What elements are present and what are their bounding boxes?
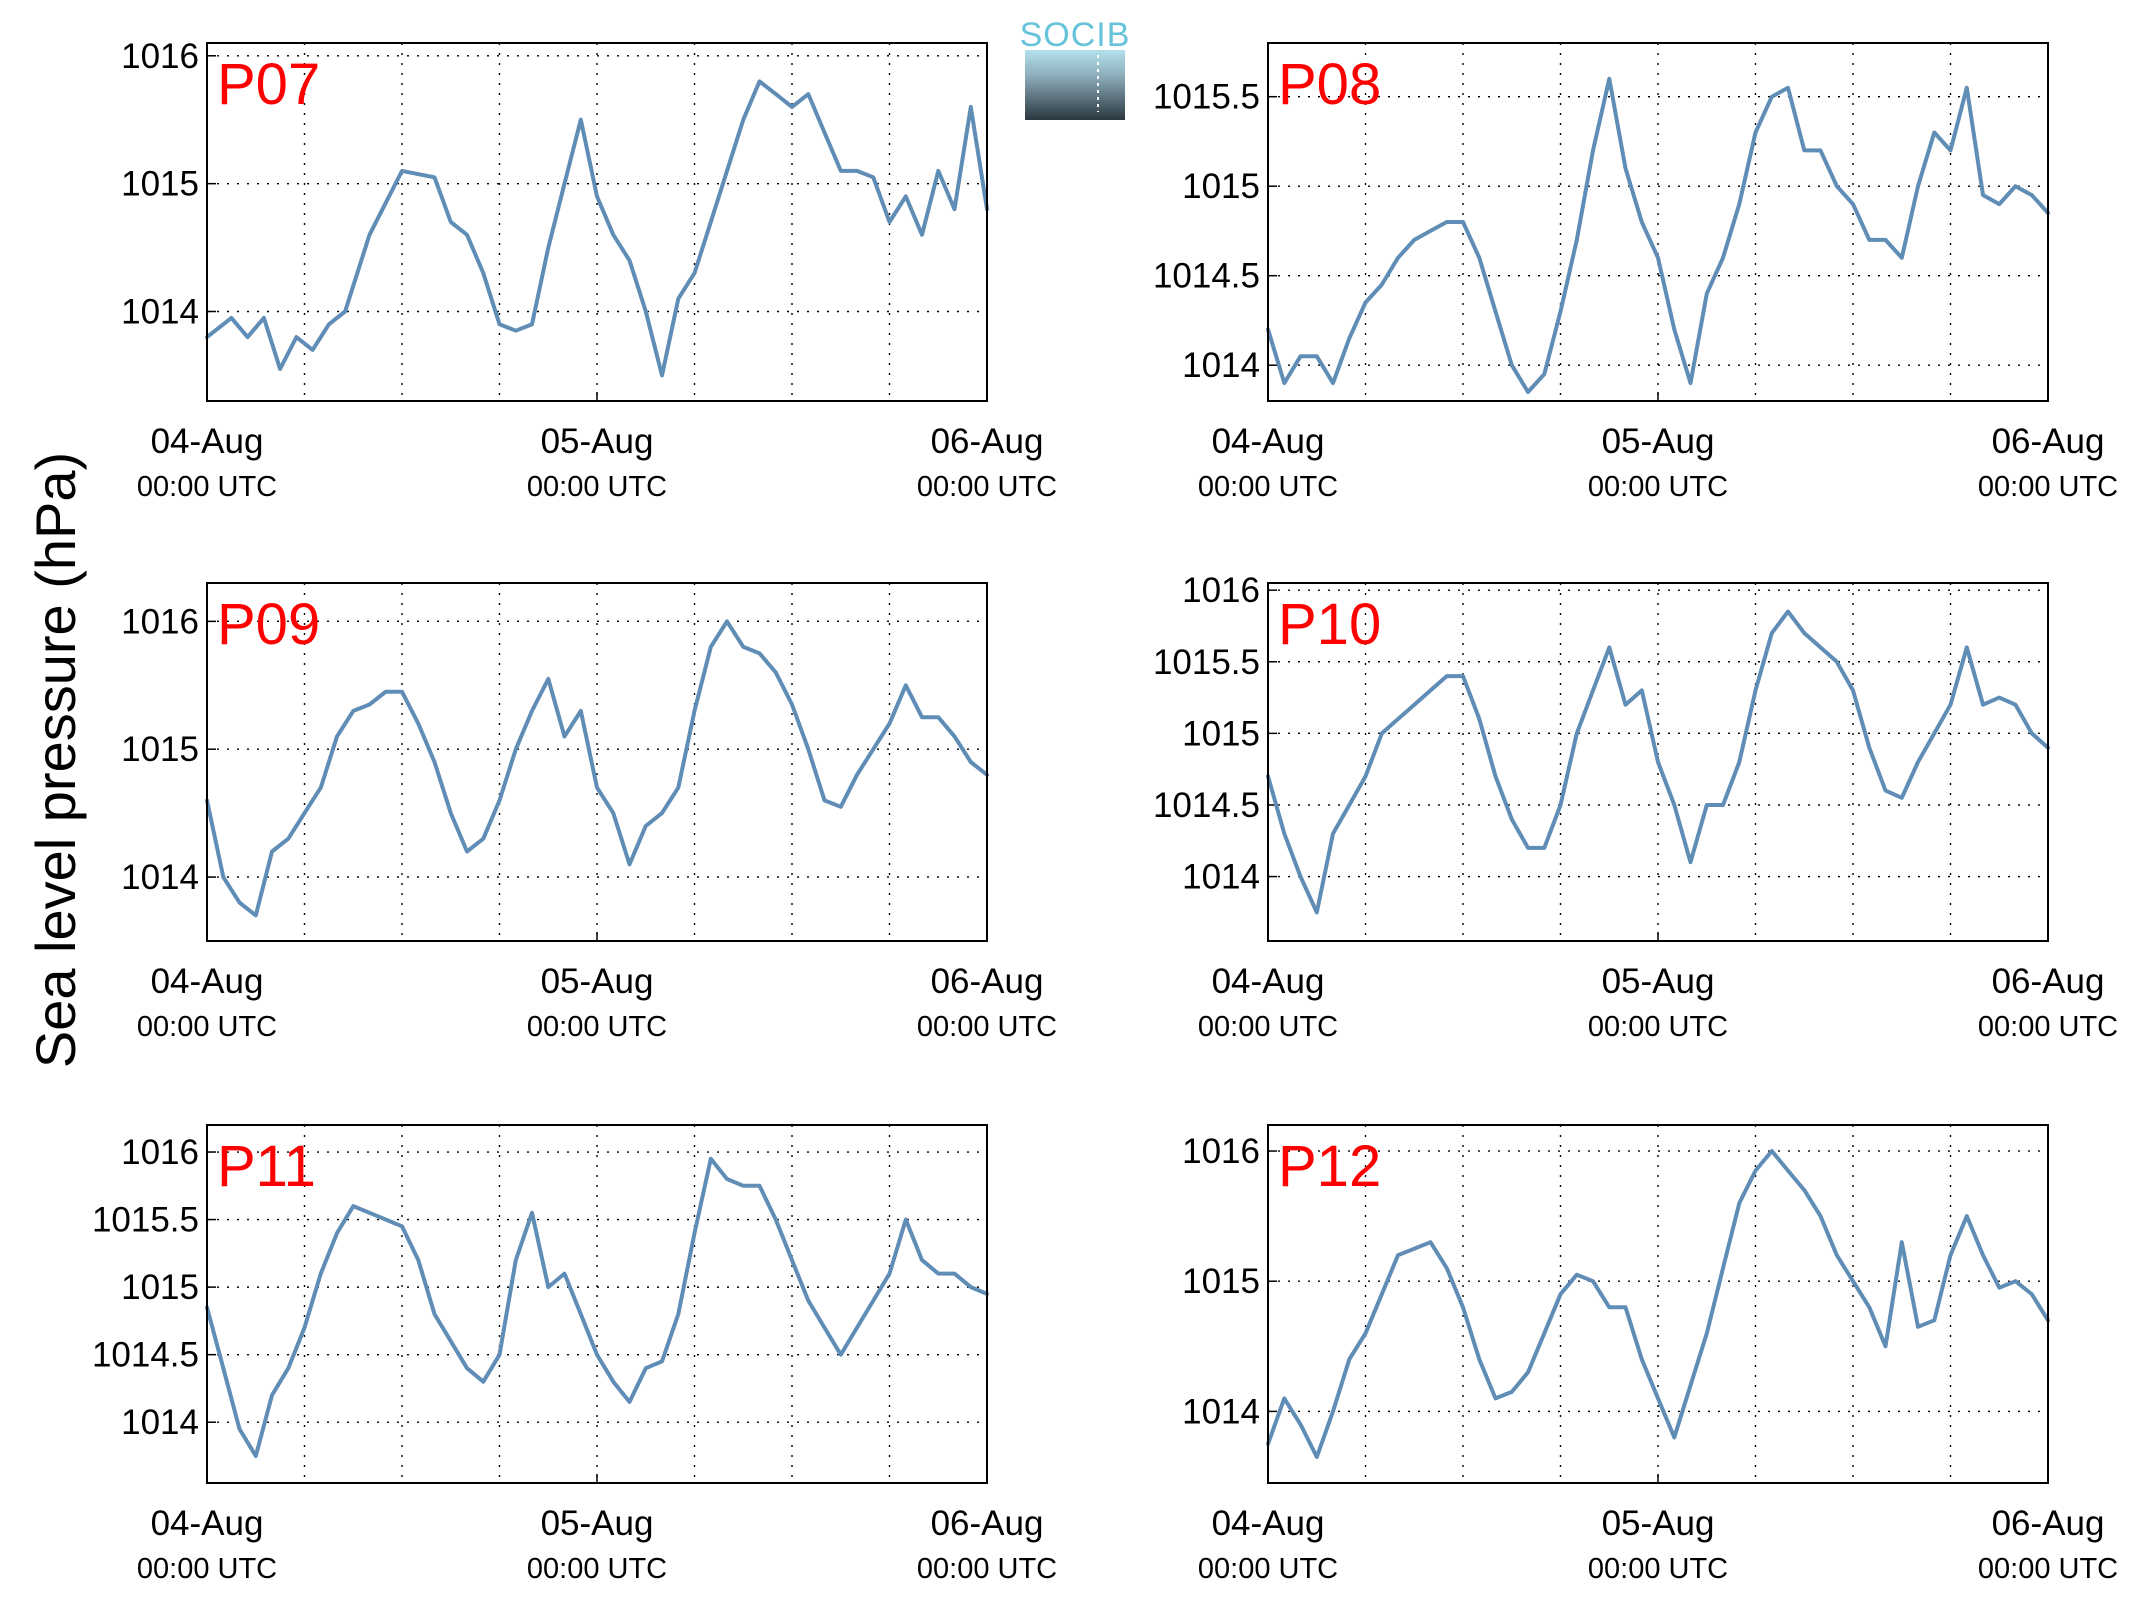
axes-frame xyxy=(206,582,988,942)
series-line xyxy=(1266,1149,2050,1459)
x-tick-sublabel: 00:00 UTC xyxy=(527,1011,667,1043)
x-tick-label: 06-Aug xyxy=(1992,422,2105,461)
series-line xyxy=(1266,609,2050,915)
x-tick-label: 04-Aug xyxy=(151,422,264,461)
x-tick-sublabel: 00:00 UTC xyxy=(1588,1553,1728,1585)
y-axis-label: Sea level pressure (hPa) xyxy=(24,452,87,1068)
y-tick-label: 1014 xyxy=(121,1403,199,1442)
panel-title: P11 xyxy=(217,1134,316,1199)
x-tick-sublabel: 00:00 UTC xyxy=(1198,1011,1338,1043)
x-tick-sublabel: 00:00 UTC xyxy=(137,1553,277,1585)
panel-title: P10 xyxy=(1278,592,1381,657)
y-tick-label: 1014 xyxy=(1182,858,1260,897)
series-line xyxy=(205,1156,989,1458)
x-tick-label: 05-Aug xyxy=(1602,1504,1715,1543)
y-tick-label: 1015.5 xyxy=(1153,78,1260,117)
logo-text: SOCIB xyxy=(1020,16,1131,54)
panel-p12: 1014 1015 1016 04-Aug 00:00 UTC 05-Aug 00:00 U… xyxy=(1182,1124,2118,1585)
y-tick-label: 1014.5 xyxy=(1153,786,1260,825)
panel-p09: 1014 1015 1016 04-Aug 00:00 UTC 05-Aug 00:00 U… xyxy=(121,582,1057,1043)
x-tick-sublabel: 00:00 UTC xyxy=(1588,1011,1728,1043)
y-tick-label: 1014 xyxy=(121,858,199,897)
y-tick-label: 1015 xyxy=(1182,714,1260,753)
x-tick-sublabel: 00:00 UTC xyxy=(1978,1553,2118,1585)
x-tick-label: 06-Aug xyxy=(1992,962,2105,1001)
x-tick-label: 05-Aug xyxy=(541,422,654,461)
y-tick-label: 1014 xyxy=(1182,1392,1260,1431)
y-tick-label: 1015.5 xyxy=(1153,643,1260,682)
panel-title: P12 xyxy=(1278,1134,1381,1199)
x-tick-sublabel: 00:00 UTC xyxy=(917,471,1057,503)
y-tick-label: 1015.5 xyxy=(92,1201,199,1240)
y-tick-label: 1014 xyxy=(1182,346,1260,385)
y-tick-label: 1014.5 xyxy=(92,1336,199,1375)
x-tick-label: 05-Aug xyxy=(541,1504,654,1543)
series-line xyxy=(205,79,989,378)
y-tick-label: 1015 xyxy=(121,730,199,769)
panels: 1014 1015 1016 04-Aug 00:00 UTC 05-Aug 00:00 U… xyxy=(92,37,2118,1585)
y-tick-label: 1016 xyxy=(121,1133,199,1172)
panel-title: P08 xyxy=(1278,52,1381,117)
panel-p11: 1014 1014.5 1015 1015.5 1016 04-Aug 00:00 UTC 0… xyxy=(92,1124,1057,1585)
y-tick-label: 1014.5 xyxy=(1153,257,1260,296)
x-tick-sublabel: 00:00 UTC xyxy=(137,1011,277,1043)
panel-title: P07 xyxy=(217,52,320,117)
x-tick-sublabel: 00:00 UTC xyxy=(137,471,277,503)
x-tick-label: 05-Aug xyxy=(1602,422,1715,461)
x-tick-label: 06-Aug xyxy=(1992,1504,2105,1543)
x-tick-label: 06-Aug xyxy=(931,422,1044,461)
x-tick-label: 04-Aug xyxy=(1212,422,1325,461)
series-line xyxy=(1266,76,2050,394)
y-tick-label: 1016 xyxy=(121,37,199,76)
x-tick-label: 04-Aug xyxy=(1212,1504,1325,1543)
panel-p08: 1014 1014.5 1015 1015.5 04-Aug 00:00 UTC 05-Au… xyxy=(1153,42,2118,503)
y-tick-label: 1016 xyxy=(121,602,199,641)
socib-logo: SOCIB xyxy=(1020,16,1131,120)
x-tick-sublabel: 00:00 UTC xyxy=(1978,1011,2118,1043)
panel-title: P09 xyxy=(217,592,320,657)
y-tick-label: 1016 xyxy=(1182,571,1260,610)
y-tick-label: 1015 xyxy=(1182,1262,1260,1301)
y-tick-label: 1015 xyxy=(121,165,199,204)
x-tick-sublabel: 00:00 UTC xyxy=(527,1553,667,1585)
logo-block xyxy=(1025,50,1125,120)
x-tick-sublabel: 00:00 UTC xyxy=(527,471,667,503)
series-line xyxy=(205,619,989,918)
panel-p10: 1014 1014.5 1015 1015.5 1016 04-Aug 00:00 UTC 0… xyxy=(1153,571,2118,1043)
x-tick-label: 06-Aug xyxy=(931,1504,1044,1543)
x-tick-sublabel: 00:00 UTC xyxy=(1588,471,1728,503)
x-tick-sublabel: 00:00 UTC xyxy=(917,1553,1057,1585)
x-tick-label: 04-Aug xyxy=(1212,962,1325,1001)
y-tick-label: 1016 xyxy=(1182,1132,1260,1171)
x-tick-sublabel: 00:00 UTC xyxy=(917,1011,1057,1043)
axes-frame xyxy=(206,42,988,402)
y-tick-label: 1015 xyxy=(121,1268,199,1307)
x-tick-label: 05-Aug xyxy=(541,962,654,1001)
panel-p07: 1014 1015 1016 04-Aug 00:00 UTC 05-Aug 00:00 U… xyxy=(121,37,1057,503)
x-tick-sublabel: 00:00 UTC xyxy=(1198,1553,1338,1585)
x-tick-label: 04-Aug xyxy=(151,962,264,1001)
y-tick-label: 1014 xyxy=(121,293,199,332)
x-tick-label: 04-Aug xyxy=(151,1504,264,1543)
x-tick-label: 05-Aug xyxy=(1602,962,1715,1001)
axes-frame xyxy=(1267,1124,2049,1484)
x-tick-sublabel: 00:00 UTC xyxy=(1198,471,1338,503)
y-tick-label: 1015 xyxy=(1182,167,1260,206)
x-tick-label: 06-Aug xyxy=(931,962,1044,1001)
x-tick-sublabel: 00:00 UTC xyxy=(1978,471,2118,503)
